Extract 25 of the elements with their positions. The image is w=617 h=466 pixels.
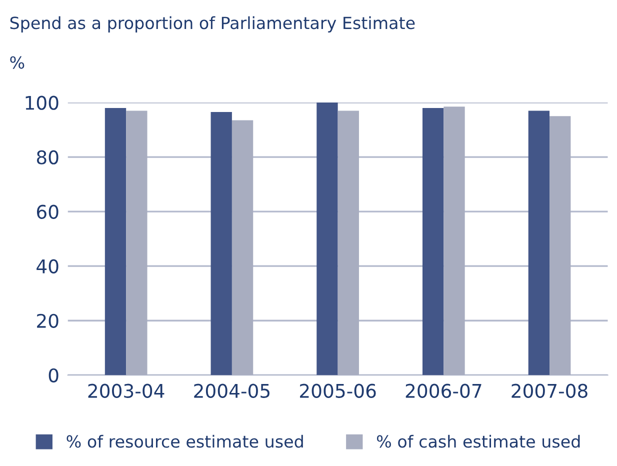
legend-label: % of resource estimate used [66,434,303,448]
bar [444,106,465,376]
y-tick-label: 100 [26,96,58,110]
x-tick-label: 2003-04 [88,384,164,398]
y-tick-label: 80 [36,150,58,164]
bar [550,116,571,376]
bar [316,102,338,376]
bar [126,110,148,376]
y-tick-label: 0 [48,368,58,383]
bar [104,108,126,376]
bar [232,120,254,376]
y-tick-label: 40 [36,259,58,274]
bar [422,108,444,376]
x-tick-label: 2004-05 [194,384,270,398]
x-tick-label: 2007-08 [512,384,588,398]
y-tick-label: 60 [36,204,58,219]
chart-title: Spend as a proportion of Parliamentary Estimate [10,16,415,32]
bar [528,110,550,376]
x-tick-label: 2005-06 [300,384,376,398]
bar [338,110,359,376]
legend-label: % of cash estimate used [376,434,580,448]
y-axis-title: % [10,56,24,69]
x-tick-label: 2006-07 [406,384,482,398]
bar [210,112,232,376]
y-tick-label: 20 [37,314,58,328]
